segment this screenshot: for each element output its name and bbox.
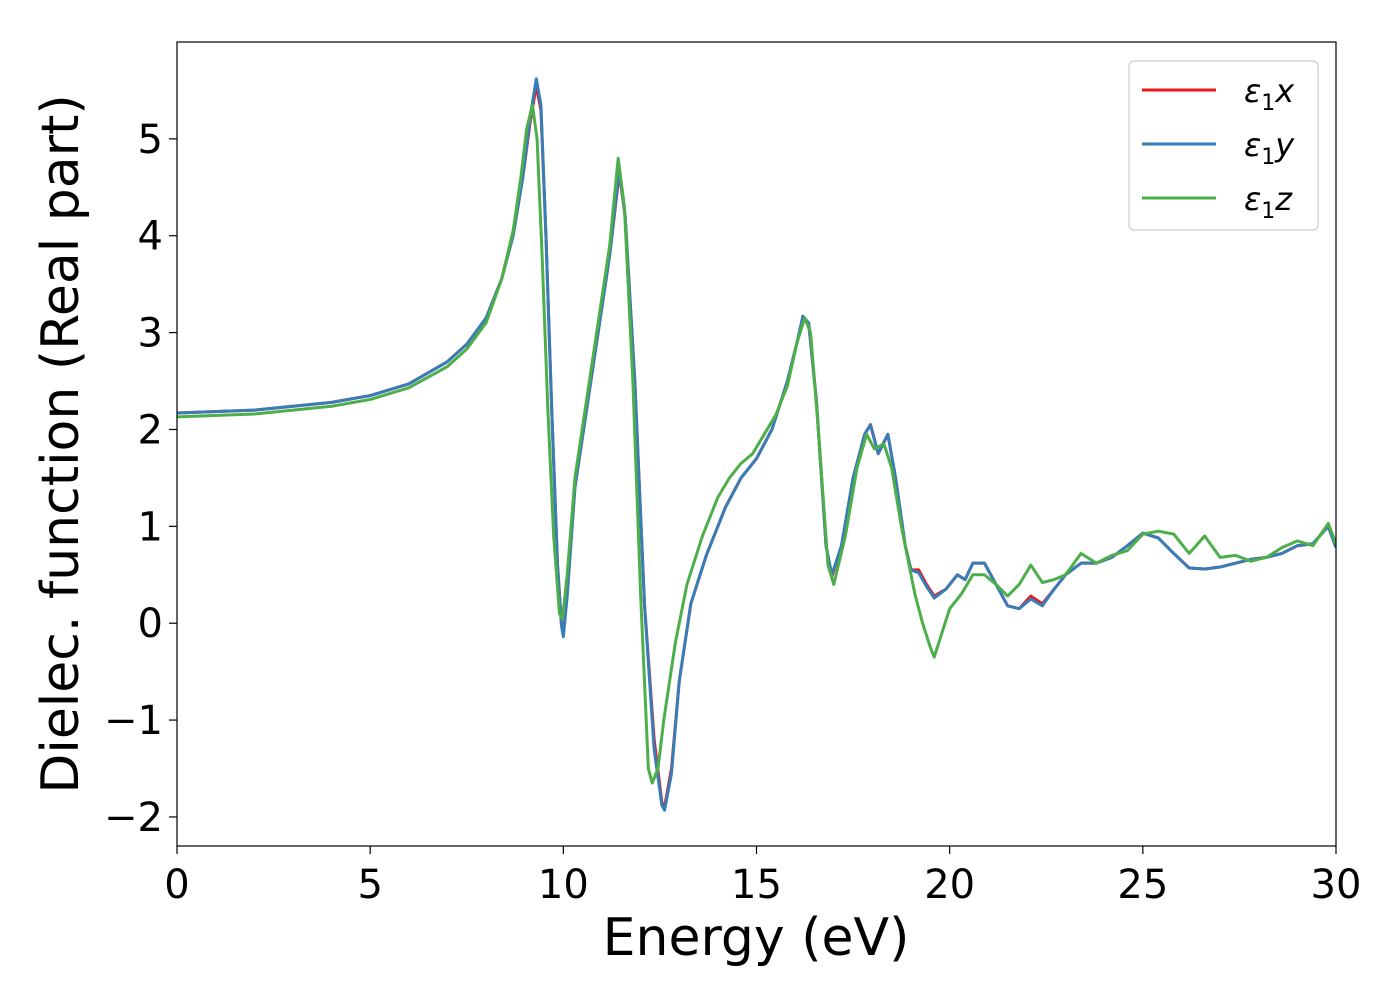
legend-subscript: 1 xyxy=(1261,199,1275,224)
legend-label-x: ε1x xyxy=(1244,72,1295,116)
y-tick-label: 0 xyxy=(138,601,163,647)
legend-symbol: ε xyxy=(1244,180,1261,218)
y-tick-label: 5 xyxy=(138,117,163,163)
y-tick-label: 3 xyxy=(138,311,163,357)
legend-symbol: ε xyxy=(1244,72,1261,110)
legend-label-z: ε1z xyxy=(1244,180,1293,224)
legend-symbol: ε xyxy=(1244,126,1261,164)
x-tick-label: 25 xyxy=(1117,862,1168,908)
series-layer xyxy=(177,77,1336,812)
legend-variable: y xyxy=(1274,126,1295,164)
x-axis-ticks: 0 5 10 15 20 25 30 xyxy=(164,846,1361,908)
x-tick-label: 30 xyxy=(1311,862,1362,908)
legend-label-y: ε1y xyxy=(1244,126,1295,170)
y-tick-label: 2 xyxy=(138,407,163,453)
x-tick-label: 10 xyxy=(538,862,589,908)
y-tick-label: −1 xyxy=(104,698,163,744)
series-line-z xyxy=(177,103,1336,785)
x-tick-label: 20 xyxy=(924,862,975,908)
legend-box xyxy=(1128,60,1319,231)
legend-variable: z xyxy=(1274,180,1293,218)
legend-variable: x xyxy=(1274,72,1295,110)
legend-subscript: 1 xyxy=(1261,91,1275,116)
y-tick-label: 1 xyxy=(138,504,163,550)
x-tick-label: 15 xyxy=(731,862,782,908)
x-tick-label: 5 xyxy=(357,862,382,908)
y-tick-label: 4 xyxy=(138,214,163,260)
x-tick-label: 0 xyxy=(164,862,189,908)
legend-subscript: 1 xyxy=(1261,145,1275,170)
y-tick-label: −2 xyxy=(104,795,163,841)
y-axis-label: Dielec. function (Real part) xyxy=(31,94,91,793)
y-axis-ticks: −2 −1 0 1 2 3 4 5 xyxy=(104,117,177,841)
x-axis-label: Energy (eV) xyxy=(603,908,910,968)
